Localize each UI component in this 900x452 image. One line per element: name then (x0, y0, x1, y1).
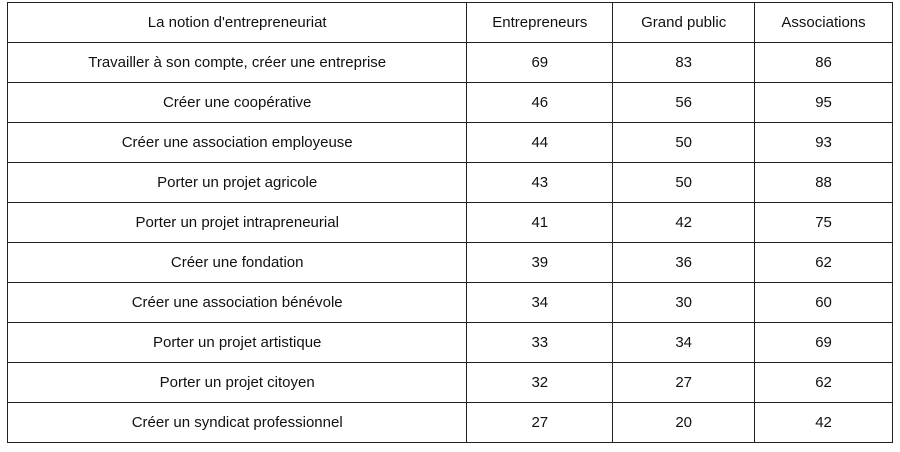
value-cell: 83 (612, 42, 756, 83)
value-cell: 27 (466, 402, 614, 443)
table-row: Porter un projet agricole 43 50 88 (6, 162, 893, 203)
value-cell: 41 (466, 202, 614, 243)
header-row: La notion d'entrepreneuriat Entrepreneurs… (6, 2, 893, 43)
table-row: Porter un projet intrapreneurial 41 42 75 (6, 202, 893, 243)
value-cell: 50 (612, 122, 756, 163)
table-body: La notion d'entrepreneuriat Entrepreneurs… (6, 2, 893, 443)
table-row: Créer un syndicat professionnel 27 20 42 (6, 402, 893, 443)
row-label: Créer une association bénévole (6, 282, 468, 323)
value-cell: 32 (466, 362, 614, 403)
value-cell: 46 (466, 82, 614, 123)
row-label: Créer une association employeuse (6, 122, 468, 163)
value-cell: 42 (754, 402, 893, 443)
value-cell: 43 (466, 162, 614, 203)
value-cell: 60 (754, 282, 893, 323)
value-cell: 42 (612, 202, 756, 243)
value-cell: 50 (612, 162, 756, 203)
value-cell: 86 (754, 42, 893, 83)
header-cell: Entrepreneurs (466, 2, 614, 43)
value-cell: 27 (612, 362, 756, 403)
row-label: Créer une fondation (6, 242, 468, 283)
table-row: Créer une fondation 39 36 62 (6, 242, 893, 283)
row-label: Porter un projet agricole (6, 162, 468, 203)
value-cell: 34 (466, 282, 614, 323)
row-label: Créer une coopérative (6, 82, 468, 123)
value-cell: 95 (754, 82, 893, 123)
table-row: Travailler à son compte, créer une entre… (6, 42, 893, 83)
header-cell: Grand public (612, 2, 756, 43)
value-cell: 20 (612, 402, 756, 443)
value-cell: 69 (754, 322, 893, 363)
table-row: Porter un projet citoyen 32 27 62 (6, 362, 893, 403)
value-cell: 44 (466, 122, 614, 163)
value-cell: 36 (612, 242, 756, 283)
value-cell: 75 (754, 202, 893, 243)
value-cell: 30 (612, 282, 756, 323)
row-label: Porter un projet artistique (6, 322, 468, 363)
row-label: Créer un syndicat professionnel (6, 402, 468, 443)
value-cell: 62 (754, 362, 893, 403)
value-cell: 93 (754, 122, 893, 163)
value-cell: 56 (612, 82, 756, 123)
table-row: Créer une coopérative 46 56 95 (6, 82, 893, 123)
value-cell: 62 (754, 242, 893, 283)
header-cell: Associations (754, 2, 893, 43)
table-row: Créer une association bénévole 34 30 60 (6, 282, 893, 323)
data-table: La notion d'entrepreneuriat Entrepreneurs… (6, 2, 893, 443)
row-label: Porter un projet citoyen (6, 362, 468, 403)
value-cell: 69 (466, 42, 614, 83)
value-cell: 39 (466, 242, 614, 283)
header-cell: La notion d'entrepreneuriat (6, 2, 468, 43)
row-label: Travailler à son compte, créer une entre… (6, 42, 468, 83)
row-label: Porter un projet intrapreneurial (6, 202, 468, 243)
table-row: Créer une association employeuse 44 50 93 (6, 122, 893, 163)
table-row: Porter un projet artistique 33 34 69 (6, 322, 893, 363)
value-cell: 34 (612, 322, 756, 363)
value-cell: 33 (466, 322, 614, 363)
value-cell: 88 (754, 162, 893, 203)
